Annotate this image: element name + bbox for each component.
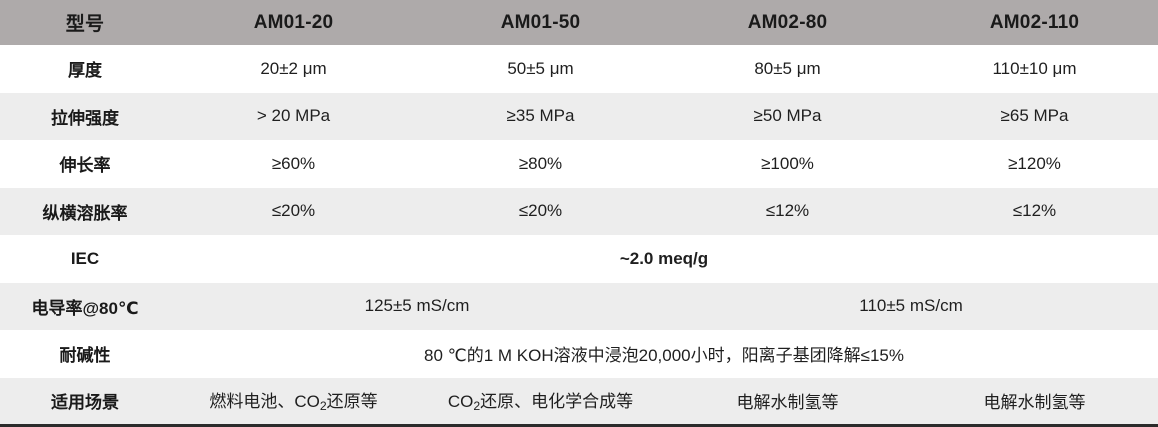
table-cell: ≥80% (518, 153, 563, 173)
row-label: 适用场景 (51, 393, 119, 412)
table-body: 厚度 20±2 μm 50±5 μm 80±5 μm 110±10 μm 拉伸强度 > 20… (0, 45, 1158, 425)
header-cell-am01-50: AM01-50 (500, 11, 581, 33)
table-row: 拉伸强度 > 20 MPa ≥35 MPa ≥50 MPa ≥65 MPa (0, 92, 1158, 140)
table-row: IEC ~2.0 meq/g (0, 235, 1158, 283)
table-cell: 110±5 mS/cm (859, 296, 963, 316)
table-cell: ≤12% (1012, 201, 1057, 221)
table-cell: 80±5 μm (754, 58, 821, 78)
row-label: 拉伸强度 (51, 108, 119, 128)
header-cell-label: 型号 (65, 14, 105, 35)
table-cell: ≥65 MPa (1000, 106, 1069, 126)
row-label: 电导率@80℃ (31, 298, 139, 318)
table-row: 纵横溶胀率 ≤20% ≤20% ≤12% ≤12% (0, 187, 1158, 235)
row-label: 伸长率 (59, 156, 111, 176)
table-cell: ~2.0 meq/g (619, 248, 709, 268)
header-row: 型号 AM01-20 AM01-50 AM02-80 AM02-110 (0, 0, 1158, 45)
header-cell-am01-20: AM01-20 (253, 11, 334, 33)
header-cell-am02-80: AM02-80 (747, 11, 828, 33)
table-header: 型号 AM01-20 AM01-50 AM02-80 AM02-110 (0, 0, 1158, 45)
row-label: 耐碱性 (59, 346, 111, 366)
table-cell: 电解水制氢等 (736, 393, 839, 412)
table-row: 耐碱性 80 ℃的1 M KOH溶液中浸泡20,000小时，阳离子基团降解≤15% (0, 330, 1158, 378)
table-cell: ≥120% (1008, 153, 1061, 173)
table-cell: 125±5 mS/cm (364, 296, 470, 316)
table-cell: ≥60% (271, 153, 316, 173)
table-cell: ≥50 MPa (753, 106, 822, 126)
table-row: 电导率@80℃ 125±5 mS/cm 110±5 mS/cm (0, 282, 1158, 330)
row-label: 厚度 (68, 61, 102, 81)
table-cell: ≤12% (765, 201, 810, 221)
table-cell: ≤20% (518, 201, 563, 221)
table-cell: 80 ℃的1 M KOH溶液中浸泡20,000小时，阳离子基团降解≤15% (424, 346, 904, 366)
table-cell: ≤20% (271, 201, 316, 221)
table-cell: CO2还原、电化学合成等 (447, 392, 634, 414)
table-row: 伸长率 ≥60% ≥80% ≥100% ≥120% (0, 140, 1158, 188)
table-cell: ≥35 MPa (506, 106, 575, 126)
table-row: 适用场景 燃料电池、CO2还原等 CO2还原、电化学合成等 电解水制氢等 电解水制氢等 (0, 377, 1158, 425)
table-cell: > 20 MPa (256, 106, 331, 126)
table-cell: 燃料电池、CO2还原等 (209, 392, 378, 414)
header-cell-am02-110: AM02-110 (989, 11, 1080, 33)
row-label: IEC (70, 248, 100, 268)
row-label: 纵横溶胀率 (42, 203, 128, 223)
table-cell: 110±10 μm (992, 58, 1077, 78)
table-cell: 50±5 μm (507, 58, 574, 78)
table-row: 厚度 20±2 μm 50±5 μm 80±5 μm 110±10 μm (0, 45, 1158, 93)
table-cell: 电解水制氢等 (983, 393, 1086, 412)
table-cell: 20±2 μm (260, 58, 327, 78)
table-cell: ≥100% (761, 153, 814, 173)
